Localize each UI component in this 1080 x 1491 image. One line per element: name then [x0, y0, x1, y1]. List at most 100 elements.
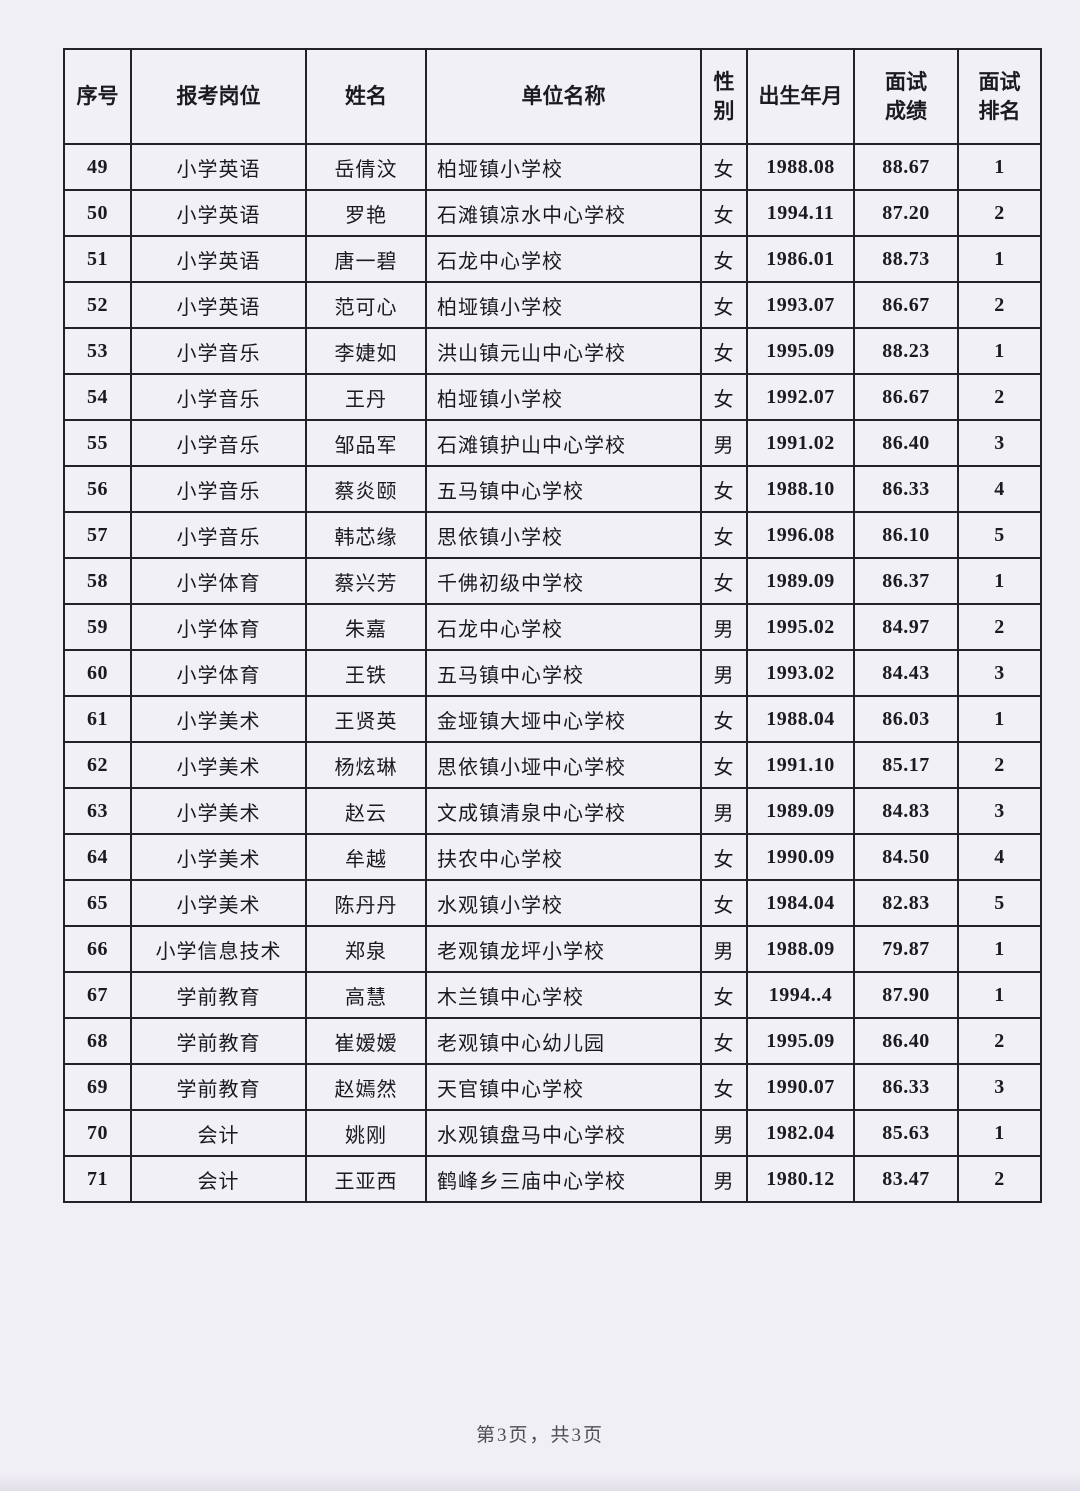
cell-index: 65	[63, 879, 132, 927]
cell-interview-rank: 3	[957, 419, 1042, 467]
cell-name: 姚刚	[305, 1109, 427, 1157]
cell-position: 小学体育	[130, 603, 307, 651]
cell-interview-rank: 1	[957, 925, 1042, 973]
table-header: 序号 报考岗位 姓名 单位名称 性 别 出生年月 面试 成绩 面试 排名	[63, 48, 1042, 145]
cell-interview-score: 83.47	[853, 1155, 959, 1203]
header-unit: 单位名称	[425, 48, 702, 145]
cell-interview-score: 84.97	[853, 603, 959, 651]
cell-gender: 女	[700, 465, 748, 513]
table-row: 69 学前教育 赵嫣然 天官镇中心学校女 1990.07 86.33 3	[63, 1063, 1042, 1111]
cell-index: 56	[63, 465, 132, 513]
cell-unit: 洪山镇元山中心学校	[425, 327, 702, 375]
cell-gender: 女	[700, 143, 748, 191]
cell-interview-score: 88.23	[853, 327, 959, 375]
cell-interview-score: 86.03	[853, 695, 959, 743]
cell-position: 会计	[130, 1155, 307, 1203]
cell-position: 小学音乐	[130, 511, 307, 559]
cell-gender: 女	[700, 511, 748, 559]
cell-birth-date: 1995.09	[746, 1017, 855, 1065]
cell-name: 唐一碧	[305, 235, 427, 283]
cell-interview-score: 87.90	[853, 971, 959, 1019]
cell-name: 朱嘉	[305, 603, 427, 651]
table-row: 70 会计 姚刚 水观镇盘马中心学校男 1982.04 85.63 1	[63, 1109, 1042, 1157]
cell-gender: 女	[700, 833, 748, 881]
cell-name: 崔嫒嫒	[305, 1017, 427, 1065]
cell-interview-rank: 1	[957, 1109, 1042, 1157]
cell-interview-rank: 1	[957, 143, 1042, 191]
table-row: 64 小学美术 牟越 扶农中心学校女 1990.09 84.50 4	[63, 833, 1042, 881]
cell-unit: 文成镇清泉中心学校	[425, 787, 702, 835]
cell-unit: 石龙中心学校	[425, 603, 702, 651]
cell-interview-score: 88.67	[853, 143, 959, 191]
cell-position: 小学英语	[130, 143, 307, 191]
cell-index: 60	[63, 649, 132, 697]
table-row: 65 小学美术 陈丹丹 水观镇小学校女 1984.04 82.83 5	[63, 879, 1042, 927]
page-number-footer: 第3页，共3页	[475, 1425, 604, 1446]
cell-name: 高慧	[305, 971, 427, 1019]
cell-birth-date: 1982.04	[746, 1109, 855, 1157]
cell-birth-date: 1990.09	[746, 833, 855, 881]
header-interview-score: 面试 成绩	[853, 48, 959, 145]
cell-interview-rank: 2	[957, 741, 1042, 789]
cell-gender: 男	[700, 603, 748, 651]
cell-gender: 女	[700, 327, 748, 375]
cell-gender: 女	[700, 695, 748, 743]
cell-birth-date: 1989.09	[746, 557, 855, 605]
cell-unit: 水观镇盘马中心学校	[425, 1109, 702, 1157]
cell-interview-rank: 5	[957, 879, 1042, 927]
cell-name: 赵嫣然	[305, 1063, 427, 1111]
cell-gender: 男	[700, 925, 748, 973]
cell-interview-score: 82.83	[853, 879, 959, 927]
cell-name: 蔡兴芳	[305, 557, 427, 605]
cell-interview-rank: 1	[957, 327, 1042, 375]
cell-interview-score: 86.67	[853, 281, 959, 329]
cell-name: 王亚西	[305, 1155, 427, 1203]
results-table-body: 49 小学英语 岳倩汶 柏垭镇小学校女 1988.08 88.67 1 50 小学英语 罗艳 石滩镇…	[63, 143, 1042, 1203]
table-row: 52 小学英语 范可心 柏垭镇小学校女 1993.07 86.67 2	[63, 281, 1042, 329]
cell-gender: 女	[700, 235, 748, 283]
table-row: 66 小学信息技术 郑泉 老观镇龙坪小学校男 1988.09 79.87 1	[63, 925, 1042, 973]
cell-index: 66	[63, 925, 132, 973]
cell-name: 郑泉	[305, 925, 427, 973]
cell-gender: 女	[700, 281, 748, 329]
cell-name: 范可心	[305, 281, 427, 329]
cell-unit: 老观镇中心幼儿园	[425, 1017, 702, 1065]
cell-gender: 男	[700, 649, 748, 697]
cell-interview-rank: 3	[957, 649, 1042, 697]
cell-birth-date: 1993.02	[746, 649, 855, 697]
cell-unit: 老观镇龙坪小学校	[425, 925, 702, 973]
cell-interview-rank: 3	[957, 1063, 1042, 1111]
header-name: 姓名	[305, 48, 427, 145]
table-row: 60 小学体育 王铁 五马镇中心学校男 1993.02 84.43 3	[63, 649, 1042, 697]
cell-unit: 鹤峰乡三庙中心学校	[425, 1155, 702, 1203]
cell-birth-date: 1986.01	[746, 235, 855, 283]
cell-interview-score: 84.50	[853, 833, 959, 881]
cell-birth-date: 1988.08	[746, 143, 855, 191]
cell-index: 58	[63, 557, 132, 605]
cell-gender: 女	[700, 189, 748, 237]
cell-position: 小学美术	[130, 833, 307, 881]
cell-index: 67	[63, 971, 132, 1019]
table-row: 57 小学音乐 韩芯缘 思依镇小学校女 1996.08 86.10 5	[63, 511, 1042, 559]
header-index: 序号	[63, 48, 132, 145]
cell-index: 51	[63, 235, 132, 283]
table-row: 68 学前教育 崔嫒嫒 老观镇中心幼儿园女 1995.09 86.40 2	[63, 1017, 1042, 1065]
table-row: 71 会计 王亚西 鹤峰乡三庙中心学校男 1980.12 83.47 2	[63, 1155, 1042, 1203]
cell-birth-date: 1993.07	[746, 281, 855, 329]
table-row: 61 小学美术 王贤英 金垭镇大垭中心学校女 1988.04 86.03 1	[63, 695, 1042, 743]
cell-interview-score: 88.73	[853, 235, 959, 283]
cell-index: 57	[63, 511, 132, 559]
cell-birth-date: 1995.09	[746, 327, 855, 375]
cell-interview-rank: 2	[957, 373, 1042, 421]
cell-birth-date: 1995.02	[746, 603, 855, 651]
cell-unit: 五马镇中心学校	[425, 465, 702, 513]
cell-index: 63	[63, 787, 132, 835]
cell-unit: 柏垭镇小学校	[425, 373, 702, 421]
cell-birth-date: 1980.12	[746, 1155, 855, 1203]
cell-position: 小学音乐	[130, 419, 307, 467]
cell-interview-rank: 1	[957, 235, 1042, 283]
cell-interview-score: 85.63	[853, 1109, 959, 1157]
header-gender: 性 别	[700, 48, 748, 145]
cell-interview-score: 86.10	[853, 511, 959, 559]
